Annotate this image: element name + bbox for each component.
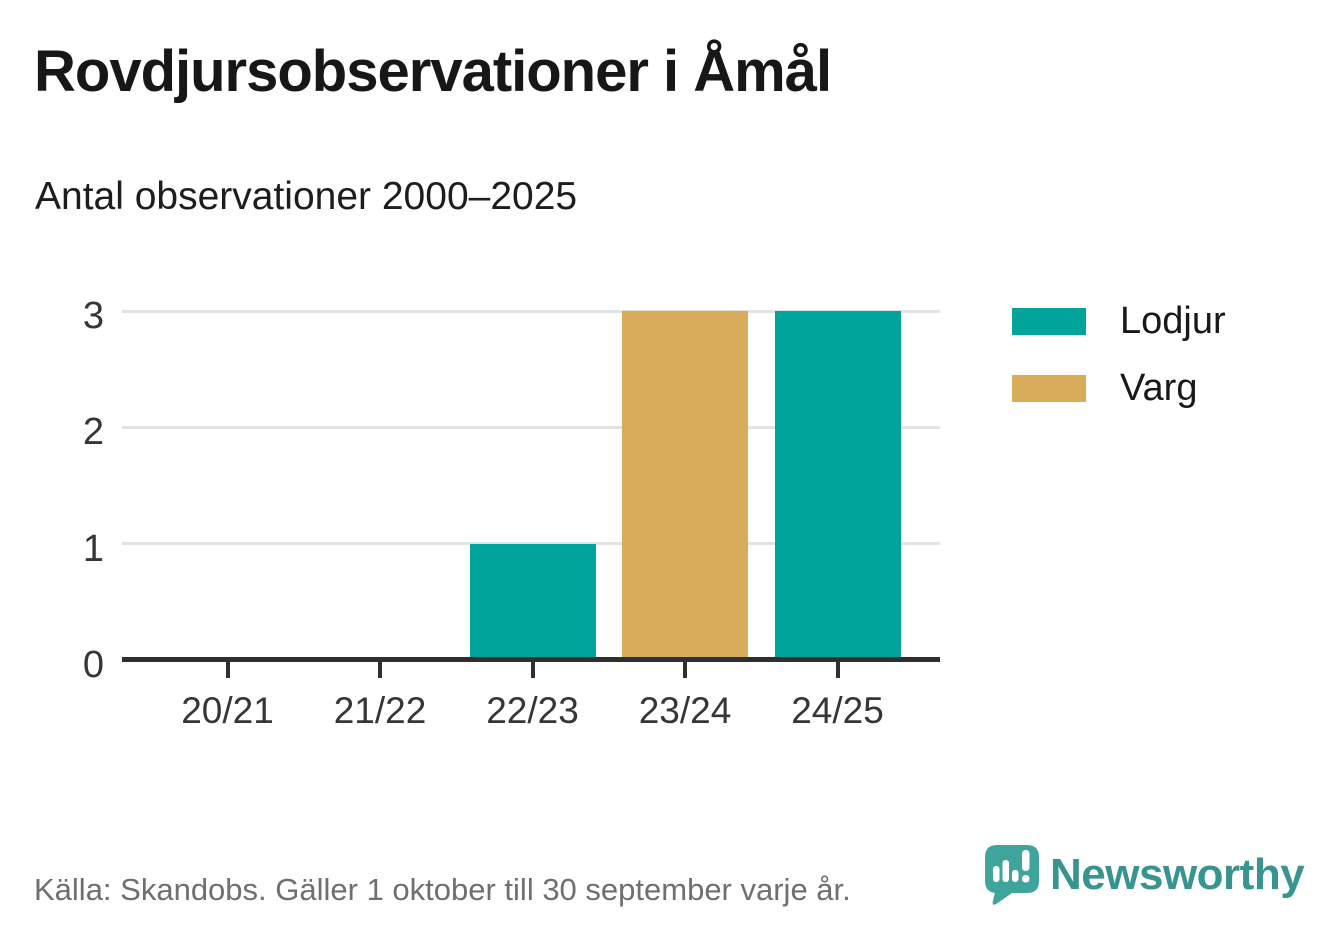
- gridline-2: [122, 425, 940, 429]
- source-note: Källa: Skandobs. Gäller 1 oktober till 3…: [34, 872, 851, 907]
- x-tick-label-20/21: 20/21: [181, 690, 274, 731]
- legend-label-lodjur: Lodjur: [1120, 300, 1226, 342]
- x-tick-24/25: [835, 662, 840, 678]
- x-tick-20/21: [225, 662, 230, 678]
- brand-name: Newsworthy: [1050, 849, 1305, 899]
- x-axis-line: [122, 657, 940, 662]
- y-tick-label-0: 0: [82, 644, 104, 686]
- gridline-3: [122, 309, 940, 313]
- brand-logo: Newsworthy: [984, 844, 1305, 905]
- legend-label-varg: Varg: [1120, 367, 1198, 409]
- bar-lodjur-24/25: [774, 311, 901, 660]
- x-tick-label-23/24: 23/24: [638, 690, 732, 731]
- legend-item-varg: Varg: [1012, 369, 1226, 407]
- y-tick-label-1: 1: [82, 527, 104, 570]
- chart-subtitle: Antal observationer 2000–2025: [35, 175, 578, 218]
- legend-swatch-lodjur: [1012, 307, 1086, 335]
- legend: Lodjur Varg: [1012, 302, 1226, 436]
- x-tick-22/23: [530, 662, 535, 678]
- y-tick-label-3: 3: [82, 295, 104, 338]
- x-tick-label-21/22: 21/22: [333, 690, 427, 731]
- x-tick-label-24/25: 24/25: [791, 690, 884, 731]
- chart-title: Rovdjursobservationer i Åmål: [34, 39, 832, 104]
- x-tick-label-22/23: 22/23: [486, 690, 579, 731]
- y-tick-label-2: 2: [82, 411, 104, 454]
- bar-varg-23/24: [622, 311, 748, 660]
- legend-item-lodjur: Lodjur: [1012, 302, 1226, 340]
- legend-swatch-varg: [1012, 374, 1086, 402]
- newsworthy-bubble-icon: [985, 845, 1039, 905]
- x-tick-23/24: [683, 662, 687, 678]
- x-tick-21/22: [378, 662, 382, 678]
- bar-lodjur-22/23: [469, 543, 596, 660]
